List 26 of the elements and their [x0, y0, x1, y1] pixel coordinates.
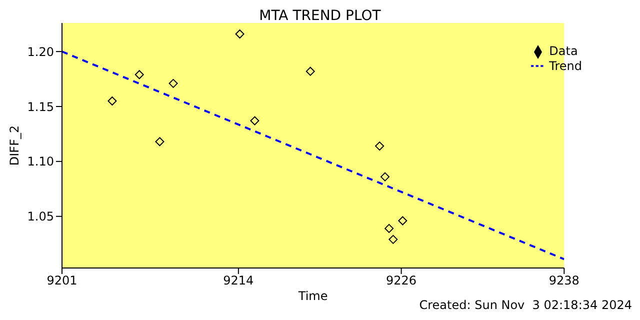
- point: [155, 137, 164, 146]
- text: Created: Sun Nov 3 02:18:34 2024: [419, 298, 632, 312]
- legend-label: Data: [549, 44, 578, 58]
- chart-title: MTA TREND PLOT: [258, 8, 382, 24]
- point: [168, 78, 178, 88]
- point: [380, 172, 390, 182]
- y-tick-label: 1.10: [27, 154, 54, 169]
- y-tick-label: 1.20: [27, 44, 54, 59]
- y-tick-label: 1.15: [27, 100, 54, 114]
- y-tick-label: 1.05: [27, 210, 54, 224]
- x-tick-label: 9238: [548, 274, 580, 288]
- point: [250, 116, 260, 126]
- point: [108, 96, 117, 106]
- point: [375, 142, 384, 151]
- point: [388, 234, 398, 244]
- x-tick-label: 9226: [386, 274, 417, 288]
- x-tick-label: 9201: [46, 274, 78, 288]
- point: [398, 216, 408, 226]
- x-tick-label: 9214: [223, 274, 254, 288]
- point: [235, 29, 244, 38]
- point: [306, 66, 315, 76]
- x-axis-title: Time: [297, 289, 328, 303]
- point: [134, 70, 144, 80]
- point: [384, 224, 394, 233]
- legend-label: Trend: [549, 58, 582, 73]
- y-axis-title: DIFF_2: [7, 125, 22, 166]
